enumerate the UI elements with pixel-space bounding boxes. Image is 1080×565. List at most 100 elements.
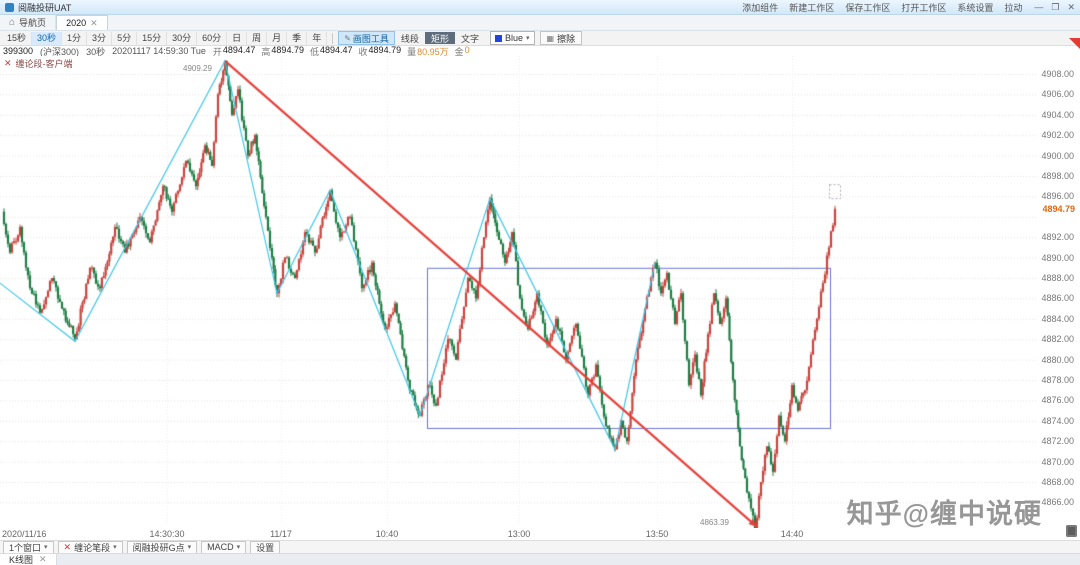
quote-field-量: 量 80.95万	[407, 45, 449, 58]
price-tick: 4886.00	[1041, 293, 1074, 304]
draw-tool-buttons: 线段 矩形 文字	[395, 32, 485, 44]
menu-item-3[interactable]: 打开工作区	[901, 2, 947, 13]
symbol-code: 399300	[3, 46, 34, 56]
tool-button-矩形[interactable]: 矩形	[424, 32, 455, 44]
indicator-toolbar: 1个窗口 ▾ ✕ 缠论笔段 ▾ 阅融投研G点 ▾ MACD ▾ 设置	[0, 540, 1080, 554]
panel-button-label: 阅融投研G点	[132, 542, 185, 553]
panel-button-label: MACD	[207, 542, 234, 552]
period-button-30分[interactable]: 30分	[167, 31, 198, 45]
color-select[interactable]: Blue ▾	[489, 31, 535, 45]
price-tick: 4888.00	[1041, 273, 1074, 283]
quote-field-value: 4894.47	[222, 44, 256, 55]
period-button-日[interactable]: 日	[227, 31, 248, 45]
candlestick-chart[interactable]	[0, 56, 1080, 528]
legend-close-icon[interactable]: ✕	[4, 58, 12, 68]
price-tick: 4890.00	[1041, 252, 1074, 263]
price-tick: 4892.00	[1041, 232, 1074, 243]
price-tick: 4880.00	[1041, 354, 1074, 365]
menu-item-2[interactable]: 保存工作区	[845, 2, 891, 13]
bottom-tabbar: K线图 ✕	[0, 553, 1080, 565]
tab-kline[interactable]: K线图 ✕	[0, 554, 57, 565]
period-button-月[interactable]: 月	[267, 31, 288, 45]
close-button[interactable]: ✕	[1067, 1, 1075, 12]
quote-field-label: 低	[309, 46, 319, 57]
period-button-周[interactable]: 周	[247, 31, 268, 45]
tab-home[interactable]: ⌂ 导航页	[0, 15, 57, 30]
window-title: 阅融投研UAT	[18, 2, 72, 13]
menu-item-5[interactable]: 拉动	[1004, 2, 1023, 13]
time-axis: 2020/11/16 14:30:30 11/17 10:40 13:00 13:50 14…	[0, 528, 1080, 540]
period-button-15分[interactable]: 15分	[137, 31, 168, 45]
erase-icon: ▦	[546, 33, 555, 43]
panel-button-label: 设置	[256, 542, 275, 553]
color-swatch	[494, 34, 502, 42]
price-tick: 4876.00	[1041, 395, 1074, 406]
erase-label: 擦除	[557, 33, 576, 44]
period-button-3分[interactable]: 3分	[87, 31, 113, 45]
erase-button[interactable]: ▦ 擦除	[539, 31, 583, 45]
time-tick: 13:00	[507, 529, 531, 539]
app-icon	[5, 2, 14, 12]
panel-button-1个窗口[interactable]: 1个窗口 ▾	[3, 540, 54, 554]
period-buttons: 15秒 30秒 1分 3分 5分 15分 30分 60分日周月季年	[2, 31, 328, 45]
period-button-30秒[interactable]: 30秒	[32, 31, 63, 45]
tab-kline-close-icon[interactable]: ✕	[39, 554, 47, 564]
period-button-1分[interactable]: 1分	[62, 31, 88, 45]
chart-area: ✕ 缠论段-客户端 4894.79 知乎@缠中说硬 4908.00 4906.00…	[0, 56, 1080, 529]
chevron-down-icon: ▾	[44, 544, 48, 551]
color-select-value: Blue	[504, 33, 523, 43]
chart-legend: ✕ 缠论段-客户端	[4, 57, 73, 70]
titlebar-menu: 添加组件 新建工作区 保存工作区 打开工作区 系统设置 拉动	[742, 1, 1022, 14]
price-tick: 4906.00	[1041, 89, 1074, 100]
tab-2020[interactable]: 2020 ✕	[56, 15, 108, 30]
price-annotation: 4863.39	[700, 518, 729, 527]
draw-tools-button[interactable]: ✎ 画图工具	[338, 31, 395, 45]
tab-kline-label: K线图	[9, 555, 34, 565]
price-tick: 4882.00	[1041, 334, 1074, 345]
quote-info-row: 399300 (沪深300) 30秒 20201117 14:59:30 Tue…	[3, 45, 1080, 58]
quote-field-label: 金	[454, 46, 464, 57]
window-controls: — ❐ ✕	[1034, 2, 1075, 13]
quote-fields: 开 4894.47 高 4894.79 低 4894.47 收 4894.79 量 80.95万金…	[213, 45, 470, 58]
home-icon: ⌂	[9, 17, 16, 28]
tool-button-文字[interactable]: 文字	[460, 33, 479, 44]
quote-field-开: 开 4894.47	[213, 45, 256, 58]
price-tick: 4878.00	[1041, 375, 1074, 385]
period-button-年[interactable]: 年	[307, 31, 328, 45]
period-button-5分[interactable]: 5分	[112, 31, 138, 45]
remove-indicator-icon[interactable]: ✕	[63, 541, 72, 552]
tool-button-线段[interactable]: 线段	[400, 33, 419, 44]
price-tick: 4902.00	[1041, 130, 1074, 141]
panel-button-MACD[interactable]: MACD ▾	[201, 540, 247, 554]
quote-field-label: 收	[358, 46, 368, 57]
menu-item-1[interactable]: 新建工作区	[789, 2, 835, 13]
quote-datetime: 20201117 14:59:30 Tue	[112, 46, 206, 56]
alert-flag-icon	[1069, 38, 1080, 49]
quote-field-value: 4894.47	[319, 44, 353, 55]
price-tick: 4868.00	[1041, 477, 1074, 487]
time-tick: 11/17	[270, 529, 292, 539]
workspace-tabbar: ⌂ 导航页 2020 ✕	[0, 15, 1080, 31]
price-tick: 4866.00	[1041, 497, 1074, 508]
lock-icon[interactable]	[1066, 525, 1077, 537]
chevron-down-icon: ▾	[187, 544, 192, 551]
minimize-button[interactable]: —	[1034, 1, 1044, 12]
panel-button-阅融投研G点[interactable]: 阅融投研G点 ▾	[126, 540, 198, 554]
period-button-60分[interactable]: 60分	[197, 31, 228, 45]
draw-tools-label: 画图工具	[352, 33, 389, 44]
menu-item-0[interactable]: 添加组件	[742, 2, 779, 13]
watermark: 知乎@缠中说硬	[846, 499, 1042, 529]
panel-button-设置[interactable]: 设置	[250, 540, 281, 554]
quote-field-value: 4894.79	[368, 44, 402, 55]
period-button-15秒[interactable]: 15秒	[2, 31, 33, 45]
quote-field-高: 高 4894.79	[261, 45, 304, 58]
menu-item-4[interactable]: 系统设置	[957, 2, 994, 13]
price-tick: 4898.00	[1041, 171, 1074, 181]
price-tick: 4908.00	[1041, 69, 1074, 79]
maximize-button[interactable]: ❐	[1051, 1, 1060, 12]
tab-close-icon[interactable]: ✕	[90, 17, 98, 28]
period-button-季[interactable]: 季	[287, 31, 308, 45]
price-tick: 4870.00	[1041, 456, 1074, 467]
panel-button-缠论笔段[interactable]: ✕ 缠论笔段 ▾	[57, 540, 123, 554]
